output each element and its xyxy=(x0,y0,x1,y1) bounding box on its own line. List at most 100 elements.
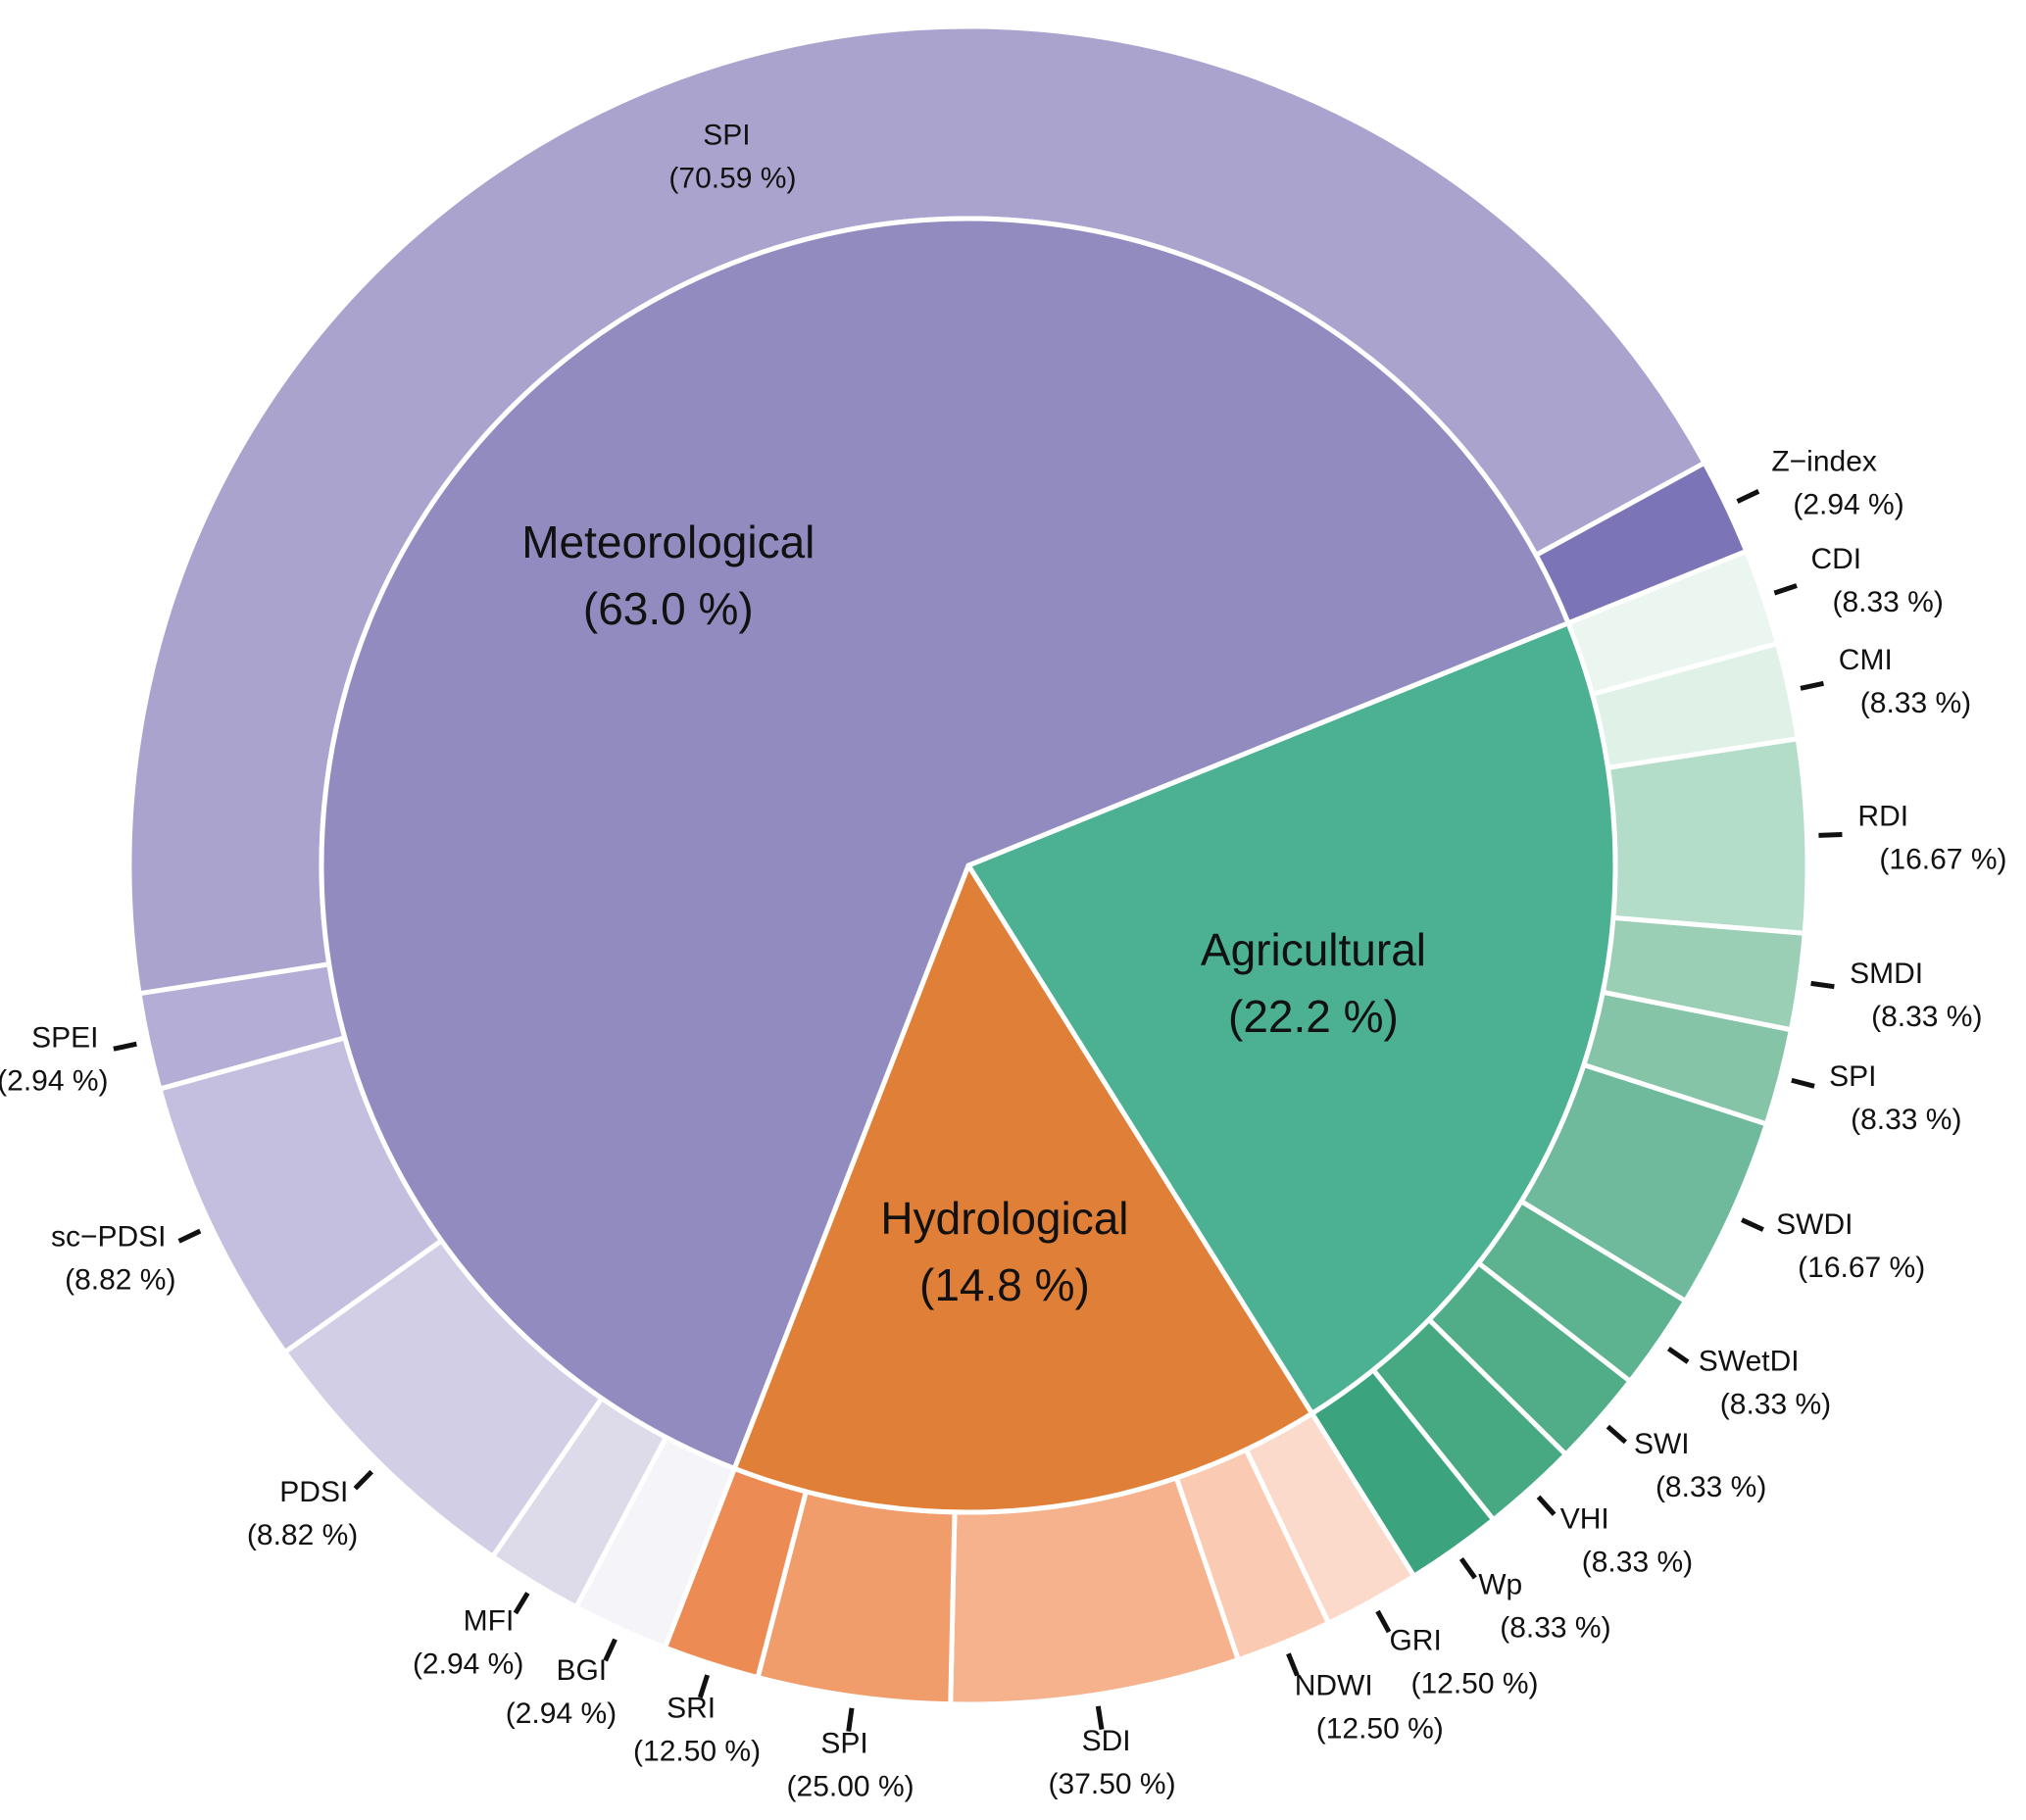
inner-label-percent: (22.2 %) xyxy=(1228,991,1399,1042)
outer-label-agricultural-swi: SWI (8.33 %) xyxy=(1634,1428,1766,1503)
outer-label-agricultural-rdi: RDI (16.67 %) xyxy=(1857,801,2006,876)
outer-label-hydrological-gri: GRI (12.50 %) xyxy=(1389,1624,1538,1699)
leader-meteorological-z-index xyxy=(1736,489,1760,504)
outer-label-percent: (37.50 %) xyxy=(1049,1768,1176,1800)
inner-wedge-meteorological xyxy=(319,216,1572,1472)
leader-agricultural-swdi xyxy=(1741,1217,1764,1232)
outer-label-meteorological-pdsi: PDSI (8.82 %) xyxy=(247,1476,358,1551)
leader-agricultural-rdi xyxy=(1818,832,1843,838)
inner-label-name: Meteorological xyxy=(521,516,815,567)
leader-agricultural-vhi xyxy=(1536,1495,1557,1516)
leader-agricultural-spi xyxy=(1791,1077,1815,1089)
leader-meteorological-bgi xyxy=(603,1638,618,1662)
inner-label-percent: (63.0 %) xyxy=(583,583,754,634)
inner-label-hydrological: Hydrological (14.8 %) xyxy=(880,1193,1128,1310)
inner-label-name: Agricultural xyxy=(1201,924,1426,975)
outer-label-name: SPI xyxy=(820,1727,867,1759)
outer-label-percent: (2.94 %) xyxy=(506,1697,617,1730)
outer-label-percent: (8.82 %) xyxy=(65,1263,175,1296)
outer-label-percent: (70.59 %) xyxy=(668,163,796,195)
outer-label-percent: (16.67 %) xyxy=(1798,1252,1925,1284)
outer-label-agricultural-spi: SPI (8.33 %) xyxy=(1829,1060,1961,1136)
outer-label-meteorological-spi: SPI (70.59 %) xyxy=(668,120,796,195)
outer-label-name: SWDI xyxy=(1776,1208,1853,1241)
outer-label-name: CMI xyxy=(1839,644,1893,676)
outer-label-meteorological-spei: SPEI (2.94 %) xyxy=(0,1022,109,1098)
outer-label-percent: (8.33 %) xyxy=(1832,586,1943,618)
outer-label-percent: (16.67 %) xyxy=(1879,844,2006,876)
outer-label-name: SWI xyxy=(1634,1428,1690,1460)
outer-label-percent: (8.33 %) xyxy=(1871,1001,1982,1033)
leader-lines xyxy=(113,489,1843,1732)
outer-label-name: SWetDI xyxy=(1699,1346,1800,1378)
inner-label-meteorological: Meteorological (63.0 %) xyxy=(521,516,815,634)
leader-hydrological-sri xyxy=(697,1674,711,1698)
outer-label-name: RDI xyxy=(1857,801,1908,833)
outer-label-hydrological-ndwi: NDWI (12.50 %) xyxy=(1295,1669,1444,1745)
outer-label-hydrological-sdi: SDI (37.50 %) xyxy=(1049,1725,1176,1800)
leader-agricultural-wp xyxy=(1458,1557,1477,1580)
inner-label-name: Hydrological xyxy=(880,1193,1128,1244)
outer-label-agricultural-swetdi: SWetDI (8.33 %) xyxy=(1699,1346,1831,1421)
outer-label-agricultural-wp: Wp (8.33 %) xyxy=(1478,1568,1610,1644)
inner-labels: Agricultural (22.2 %) Hydrological (14.8 %)… xyxy=(521,516,1426,1310)
outer-label-agricultural-cdi: CDI (8.33 %) xyxy=(1810,543,1943,618)
leader-agricultural-cdi xyxy=(1773,583,1798,596)
outer-label-agricultural-vhi: VHI (8.33 %) xyxy=(1560,1502,1693,1578)
outer-label-name: SPI xyxy=(703,120,750,152)
outer-slice-agricultural-rdi xyxy=(1605,735,1810,936)
leader-agricultural-cmi xyxy=(1800,680,1824,691)
outer-label-meteorological-z-index: Z−index (2.94 %) xyxy=(1771,445,1903,520)
outer-label-percent: (2.94 %) xyxy=(1793,488,1903,520)
outer-label-name: Z−index xyxy=(1771,445,1877,477)
outer-label-name: SMDI xyxy=(1850,958,1923,990)
outer-label-hydrological-spi: SPI (25.00 %) xyxy=(787,1727,914,1802)
outer-label-percent: (8.33 %) xyxy=(1851,1104,1961,1136)
outer-label-percent: (2.94 %) xyxy=(413,1648,523,1681)
inner-ring xyxy=(319,216,1618,1515)
outer-label-percent: (12.50 %) xyxy=(1410,1667,1538,1699)
outer-label-name: sc−PDSI xyxy=(51,1220,167,1253)
outer-label-agricultural-smdi: SMDI (8.33 %) xyxy=(1850,958,1982,1033)
leader-hydrological-ndwi xyxy=(1286,1652,1300,1677)
outer-label-name: PDSI xyxy=(279,1476,348,1508)
outer-label-percent: (12.50 %) xyxy=(1316,1712,1444,1745)
leader-agricultural-swetdi xyxy=(1666,1347,1690,1364)
outer-label-percent: (8.33 %) xyxy=(1720,1389,1831,1421)
outer-label-name: SDI xyxy=(1082,1725,1131,1757)
leader-agricultural-swi xyxy=(1606,1424,1628,1445)
outer-label-percent: (8.33 %) xyxy=(1655,1471,1766,1503)
leader-meteorological-sc-pdsi xyxy=(177,1228,202,1244)
outer-label-meteorological-mfi: MFI (2.94 %) xyxy=(413,1605,523,1681)
inner-wedge-agricultural xyxy=(964,619,1618,1417)
leader-hydrological-sdi xyxy=(1095,1705,1105,1730)
outer-label-name: MFI xyxy=(464,1605,515,1638)
outer-label-agricultural-swdi: SWDI (16.67 %) xyxy=(1776,1208,1925,1284)
outer-label-hydrological-sri: SRI (12.50 %) xyxy=(633,1693,761,1768)
outer-label-percent: (8.33 %) xyxy=(1582,1546,1693,1578)
leader-hydrological-gri xyxy=(1375,1609,1392,1634)
inner-label-percent: (14.8 %) xyxy=(919,1259,1090,1310)
inner-label-agricultural: Agricultural (22.2 %) xyxy=(1201,924,1426,1042)
outer-label-name: Wp xyxy=(1478,1568,1522,1600)
leader-agricultural-smdi xyxy=(1810,980,1835,990)
leader-meteorological-mfi xyxy=(513,1592,530,1615)
outer-label-percent: (25.00 %) xyxy=(787,1770,914,1802)
leader-hydrological-spi xyxy=(846,1707,855,1732)
outer-label-name: SRI xyxy=(667,1693,716,1725)
outer-label-percent: (8.82 %) xyxy=(247,1519,358,1551)
outer-label-percent: (12.50 %) xyxy=(633,1736,761,1768)
outer-label-agricultural-cmi: CMI (8.33 %) xyxy=(1839,644,1971,719)
outer-label-name: CDI xyxy=(1810,543,1861,575)
outer-labels: CDI (8.33 %) CMI (8.33 %) RDI (16.67 %) SMDI (8… xyxy=(0,120,2007,1803)
outer-label-name: BGI xyxy=(556,1654,607,1687)
outer-label-name: GRI xyxy=(1389,1624,1441,1656)
outer-label-percent: (8.33 %) xyxy=(1860,687,1971,719)
outer-label-name: NDWI xyxy=(1295,1669,1373,1701)
outer-label-name: SPEI xyxy=(31,1022,98,1055)
leader-meteorological-spei xyxy=(113,1041,137,1052)
outer-label-percent: (2.94 %) xyxy=(0,1065,109,1098)
outer-label-meteorological-bgi: BGI (2.94 %) xyxy=(506,1654,617,1730)
inner-wedge-hydrological xyxy=(731,860,1315,1515)
